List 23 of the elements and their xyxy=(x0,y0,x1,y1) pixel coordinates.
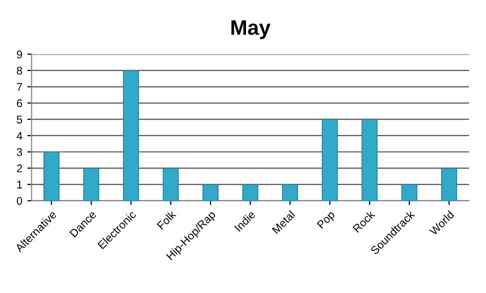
bar xyxy=(162,168,179,201)
x-tick-label: Pop xyxy=(316,210,337,230)
y-tick-label: 0 xyxy=(16,196,22,205)
y-tick-label: 7 xyxy=(16,83,22,91)
bar xyxy=(83,168,100,201)
bar xyxy=(282,184,298,201)
y-tick-label: 3 xyxy=(16,148,22,156)
y-tick-label: 5 xyxy=(16,116,22,124)
bar xyxy=(123,70,139,201)
y-tick-label: 6 xyxy=(16,99,22,108)
bar xyxy=(202,184,218,201)
bar xyxy=(242,184,258,201)
bar xyxy=(362,118,378,201)
bar xyxy=(401,184,418,201)
y-tick-label: 4 xyxy=(16,132,22,140)
y-tick-label: 1 xyxy=(17,180,22,188)
bar xyxy=(322,118,338,201)
y-tick-label: 8 xyxy=(16,66,22,75)
y-tick-label: 9 xyxy=(16,50,22,58)
y-tick-label: 2 xyxy=(16,164,22,172)
bar xyxy=(43,151,60,201)
chart-title: May xyxy=(231,20,270,40)
bar xyxy=(441,168,458,201)
